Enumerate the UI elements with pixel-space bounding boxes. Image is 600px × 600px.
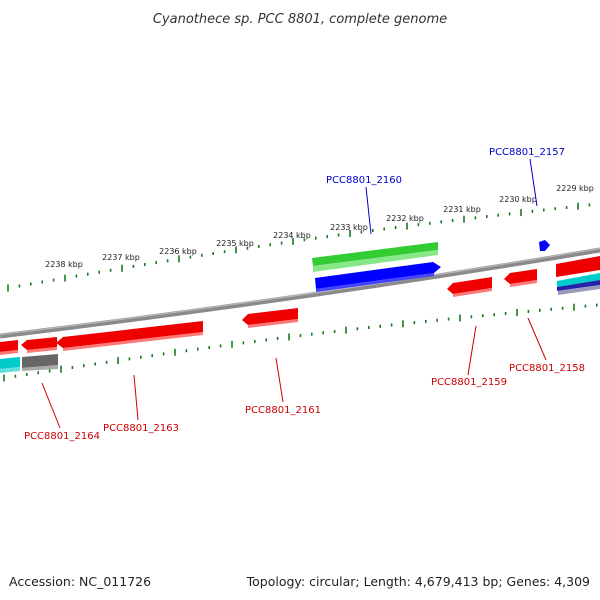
genome-backbone	[0, 247, 600, 339]
gene-label[interactable]: PCC8801_2164	[24, 431, 100, 442]
ruler-label: 2235 kbp	[216, 239, 254, 248]
label-leaders	[41, 158, 547, 429]
right-edge-genes	[556, 256, 600, 295]
ruler-label: 2229 kbp	[556, 184, 594, 193]
upper-ruler	[7, 202, 591, 292]
ruler-label: 2234 kbp	[273, 231, 311, 240]
gene-label[interactable]: PCC8801_2157	[489, 147, 565, 158]
ruler-label: 2238 kbp	[45, 260, 83, 269]
gene-red[interactable]	[242, 308, 298, 325]
gene-red-shadow	[27, 347, 57, 353]
gene-red[interactable]	[556, 256, 600, 277]
reverse-genes	[0, 269, 537, 373]
accession-text: Accession: NC_011726	[9, 574, 151, 589]
page-title: Cyanothece sp. PCC 8801, complete genome	[153, 12, 447, 27]
gene-cyan[interactable]	[557, 273, 600, 287]
gene-blue-shadow	[316, 273, 434, 292]
gene-green[interactable]	[312, 242, 438, 266]
gene-label[interactable]: PCC8801_2163	[103, 423, 179, 434]
gene-red[interactable]	[447, 277, 492, 294]
ruler-label: 2232 kbp	[386, 214, 424, 223]
ruler-label: 2236 kbp	[159, 247, 197, 256]
genome-summary: Topology: circular; Length: 4,679,413 bp…	[246, 574, 590, 589]
ruler-labels: 2238 kbp 2237 kbp 2236 kbp 2235 kbp 2234…	[45, 184, 594, 269]
ruler-label: 2231 kbp	[443, 205, 481, 214]
gene-gray-shadow	[22, 365, 58, 371]
gene-label[interactable]: PCC8801_2159	[431, 377, 507, 388]
gene-red-shadow	[0, 350, 18, 355]
gene-red-shadow	[510, 280, 537, 287]
gene-blue[interactable]	[315, 262, 441, 289]
lower-ruler	[3, 303, 598, 382]
gene-green-shadow	[313, 250, 438, 272]
gene-red[interactable]	[21, 337, 57, 350]
gene-red[interactable]	[504, 269, 537, 284]
ruler-label: 2230 kbp	[499, 195, 537, 204]
gene-red[interactable]	[0, 340, 18, 352]
gene-red-shadow	[248, 319, 298, 328]
gene-blue-small[interactable]	[539, 240, 550, 251]
gene-label[interactable]: PCC8801_2160	[326, 175, 402, 186]
gene-labels: PCC8801_2160 PCC8801_2157 PCC8801_2164 P…	[24, 147, 585, 442]
ruler-label: 2237 kbp	[102, 253, 140, 262]
forward-genes	[312, 240, 550, 292]
gene-red-shadow	[63, 332, 203, 351]
gene-navy[interactable]	[557, 280, 600, 291]
gene-label[interactable]: PCC8801_2161	[245, 405, 321, 416]
gene-cyan[interactable]	[0, 357, 20, 369]
gene-red-shadow	[453, 288, 492, 297]
gene-gray[interactable]	[22, 354, 58, 368]
gene-red[interactable]	[56, 321, 203, 348]
gene-cyan-shadow	[0, 367, 20, 373]
ruler-label: 2233 kbp	[330, 223, 368, 232]
gene-gray[interactable]	[558, 285, 600, 295]
genome-backbone-highlight	[0, 247, 600, 336]
gene-label[interactable]: PCC8801_2158	[509, 363, 585, 374]
